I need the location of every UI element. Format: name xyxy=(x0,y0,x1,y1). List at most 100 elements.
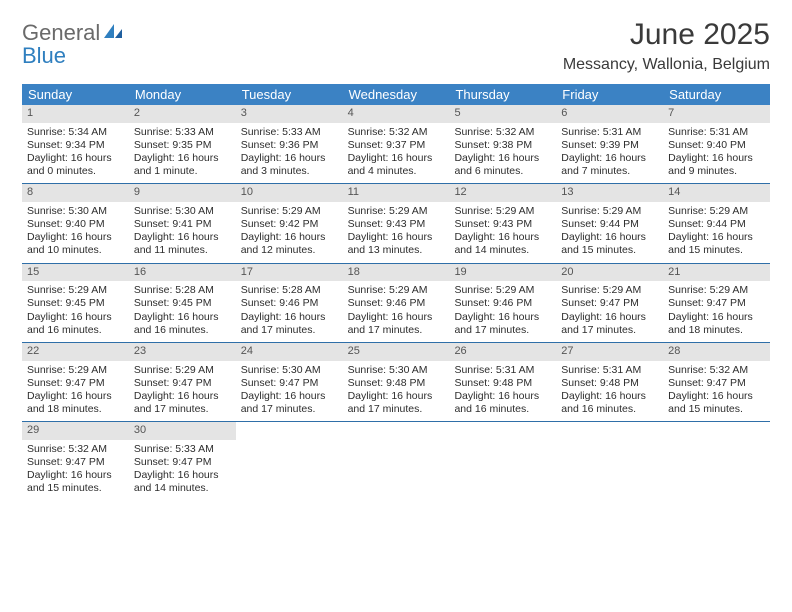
daylight-text: and 15 minutes. xyxy=(668,244,765,257)
day-details: Sunrise: 5:29 AMSunset: 9:47 PMDaylight:… xyxy=(556,281,663,342)
day-number: 1 xyxy=(22,105,129,123)
daylight-text: Daylight: 16 hours xyxy=(561,231,658,244)
daylight-text: Daylight: 16 hours xyxy=(134,469,231,482)
day-details: Sunrise: 5:28 AMSunset: 9:46 PMDaylight:… xyxy=(236,281,343,342)
day-number: 5 xyxy=(449,105,556,123)
daylight-text: Daylight: 16 hours xyxy=(241,390,338,403)
day-number: 17 xyxy=(236,264,343,282)
daylight-text: Daylight: 16 hours xyxy=(348,390,445,403)
day-cell: 5Sunrise: 5:32 AMSunset: 9:38 PMDaylight… xyxy=(449,105,556,183)
daylight-text: and 4 minutes. xyxy=(348,165,445,178)
daylight-text: Daylight: 16 hours xyxy=(348,152,445,165)
daylight-text: Daylight: 16 hours xyxy=(348,231,445,244)
sunset-text: Sunset: 9:39 PM xyxy=(561,139,658,152)
day-details: Sunrise: 5:34 AMSunset: 9:34 PMDaylight:… xyxy=(22,123,129,184)
day-cell: 22Sunrise: 5:29 AMSunset: 9:47 PMDayligh… xyxy=(22,343,129,421)
daylight-text: and 17 minutes. xyxy=(348,403,445,416)
calendar-body: 1Sunrise: 5:34 AMSunset: 9:34 PMDaylight… xyxy=(22,105,770,500)
day-details: Sunrise: 5:33 AMSunset: 9:35 PMDaylight:… xyxy=(129,123,236,184)
empty-cell xyxy=(663,422,770,500)
empty-cell xyxy=(556,422,663,500)
day-cell: 23Sunrise: 5:29 AMSunset: 9:47 PMDayligh… xyxy=(129,343,236,421)
sunset-text: Sunset: 9:46 PM xyxy=(454,297,551,310)
weekday-header: Sunday Monday Tuesday Wednesday Thursday… xyxy=(22,84,770,105)
daylight-text: and 17 minutes. xyxy=(348,324,445,337)
sunrise-text: Sunrise: 5:29 AM xyxy=(454,284,551,297)
daylight-text: Daylight: 16 hours xyxy=(241,311,338,324)
day-cell: 21Sunrise: 5:29 AMSunset: 9:47 PMDayligh… xyxy=(663,264,770,342)
month-title: June 2025 xyxy=(563,18,770,52)
sunset-text: Sunset: 9:45 PM xyxy=(134,297,231,310)
calendar: Sunday Monday Tuesday Wednesday Thursday… xyxy=(22,84,770,500)
sunset-text: Sunset: 9:48 PM xyxy=(561,377,658,390)
day-number: 14 xyxy=(663,184,770,202)
sunset-text: Sunset: 9:48 PM xyxy=(348,377,445,390)
day-number: 19 xyxy=(449,264,556,282)
day-cell: 16Sunrise: 5:28 AMSunset: 9:45 PMDayligh… xyxy=(129,264,236,342)
sunset-text: Sunset: 9:42 PM xyxy=(241,218,338,231)
empty-cell xyxy=(343,422,450,500)
calendar-row: 22Sunrise: 5:29 AMSunset: 9:47 PMDayligh… xyxy=(22,343,770,422)
sunrise-text: Sunrise: 5:29 AM xyxy=(348,284,445,297)
weekday-col: Tuesday xyxy=(236,84,343,105)
sunrise-text: Sunrise: 5:30 AM xyxy=(241,364,338,377)
daylight-text: and 0 minutes. xyxy=(27,165,124,178)
day-number: 28 xyxy=(663,343,770,361)
sunrise-text: Sunrise: 5:32 AM xyxy=(348,126,445,139)
sunrise-text: Sunrise: 5:29 AM xyxy=(27,364,124,377)
daylight-text: Daylight: 16 hours xyxy=(668,152,765,165)
daylight-text: and 15 minutes. xyxy=(668,403,765,416)
daylight-text: Daylight: 16 hours xyxy=(561,152,658,165)
daylight-text: Daylight: 16 hours xyxy=(134,231,231,244)
sunrise-text: Sunrise: 5:31 AM xyxy=(561,364,658,377)
sunset-text: Sunset: 9:43 PM xyxy=(454,218,551,231)
day-number: 7 xyxy=(663,105,770,123)
daylight-text: and 12 minutes. xyxy=(241,244,338,257)
sunrise-text: Sunrise: 5:33 AM xyxy=(134,126,231,139)
sunrise-text: Sunrise: 5:29 AM xyxy=(668,205,765,218)
day-number: 8 xyxy=(22,184,129,202)
daylight-text: Daylight: 16 hours xyxy=(668,311,765,324)
day-details: Sunrise: 5:29 AMSunset: 9:47 PMDaylight:… xyxy=(22,361,129,422)
day-details: Sunrise: 5:30 AMSunset: 9:47 PMDaylight:… xyxy=(236,361,343,422)
day-details: Sunrise: 5:31 AMSunset: 9:48 PMDaylight:… xyxy=(556,361,663,422)
sunrise-text: Sunrise: 5:29 AM xyxy=(348,205,445,218)
day-cell: 29Sunrise: 5:32 AMSunset: 9:47 PMDayligh… xyxy=(22,422,129,500)
day-number: 22 xyxy=(22,343,129,361)
day-number: 15 xyxy=(22,264,129,282)
day-cell: 7Sunrise: 5:31 AMSunset: 9:40 PMDaylight… xyxy=(663,105,770,183)
day-cell: 2Sunrise: 5:33 AMSunset: 9:35 PMDaylight… xyxy=(129,105,236,183)
daylight-text: Daylight: 16 hours xyxy=(134,311,231,324)
sunset-text: Sunset: 9:34 PM xyxy=(27,139,124,152)
day-number: 13 xyxy=(556,184,663,202)
sunrise-text: Sunrise: 5:32 AM xyxy=(668,364,765,377)
weekday-col: Friday xyxy=(556,84,663,105)
day-number: 30 xyxy=(129,422,236,440)
daylight-text: and 17 minutes. xyxy=(454,324,551,337)
title-block: June 2025 Messancy, Wallonia, Belgium xyxy=(563,18,770,74)
day-cell: 27Sunrise: 5:31 AMSunset: 9:48 PMDayligh… xyxy=(556,343,663,421)
sunset-text: Sunset: 9:37 PM xyxy=(348,139,445,152)
daylight-text: Daylight: 16 hours xyxy=(348,311,445,324)
daylight-text: Daylight: 16 hours xyxy=(668,390,765,403)
daylight-text: and 16 minutes. xyxy=(454,403,551,416)
day-cell: 20Sunrise: 5:29 AMSunset: 9:47 PMDayligh… xyxy=(556,264,663,342)
weekday-col: Thursday xyxy=(449,84,556,105)
daylight-text: Daylight: 16 hours xyxy=(27,390,124,403)
calendar-row: 1Sunrise: 5:34 AMSunset: 9:34 PMDaylight… xyxy=(22,105,770,184)
day-cell: 1Sunrise: 5:34 AMSunset: 9:34 PMDaylight… xyxy=(22,105,129,183)
day-cell: 24Sunrise: 5:30 AMSunset: 9:47 PMDayligh… xyxy=(236,343,343,421)
sunset-text: Sunset: 9:47 PM xyxy=(134,456,231,469)
sunrise-text: Sunrise: 5:33 AM xyxy=(241,126,338,139)
sunset-text: Sunset: 9:47 PM xyxy=(561,297,658,310)
day-details: Sunrise: 5:29 AMSunset: 9:46 PMDaylight:… xyxy=(449,281,556,342)
daylight-text: and 17 minutes. xyxy=(561,324,658,337)
day-cell: 30Sunrise: 5:33 AMSunset: 9:47 PMDayligh… xyxy=(129,422,236,500)
daylight-text: Daylight: 16 hours xyxy=(241,231,338,244)
daylight-text: Daylight: 16 hours xyxy=(27,231,124,244)
sunset-text: Sunset: 9:47 PM xyxy=(27,377,124,390)
day-details: Sunrise: 5:30 AMSunset: 9:40 PMDaylight:… xyxy=(22,202,129,263)
day-cell: 13Sunrise: 5:29 AMSunset: 9:44 PMDayligh… xyxy=(556,184,663,262)
daylight-text: and 3 minutes. xyxy=(241,165,338,178)
daylight-text: and 17 minutes. xyxy=(241,403,338,416)
